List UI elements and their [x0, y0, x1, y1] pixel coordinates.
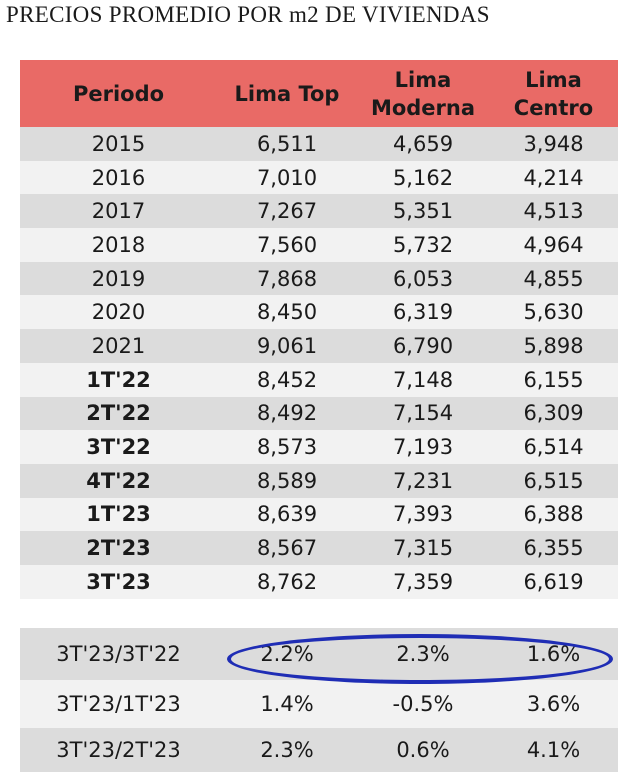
header-lima-centro: Lima Centro [513, 67, 594, 120]
cell-lima-top: 8,452 [256, 367, 318, 392]
variation-lima-centro: 4.1% [526, 738, 581, 762]
cell-lima-top: 7,267 [256, 199, 318, 224]
cell-lima-top: 8,567 [256, 536, 318, 561]
table-body: 2015 6,511 4,659 3,948 2016 7,010 5,162 4,214 … [20, 127, 618, 599]
cell-lima-moderna: 5,162 [392, 165, 454, 190]
cell-periodo: 4T'22 [86, 468, 151, 493]
cell-lima-moderna: 7,154 [392, 401, 454, 426]
cell-lima-centro: 6,355 [523, 536, 584, 561]
cell-lima-centro: 4,964 [523, 232, 584, 257]
cell-lima-top: 7,010 [256, 165, 318, 190]
variation-lima-top: 2.3% [260, 738, 314, 762]
cell-lima-moderna: 6,053 [392, 266, 454, 291]
cell-lima-moderna: 7,359 [392, 569, 454, 594]
variation-lima-top: 1.4% [260, 692, 314, 716]
cell-lima-centro: 3,948 [523, 131, 584, 156]
cell-lima-moderna: 7,393 [392, 502, 454, 527]
cell-lima-moderna: 7,193 [392, 435, 454, 460]
cell-lima-centro: 6,619 [523, 569, 584, 594]
variation-label: 3T'23/1T'23 [56, 692, 181, 716]
cell-lima-centro: 4,513 [523, 199, 584, 224]
cell-periodo: 2017 [91, 199, 146, 224]
cell-periodo: 2020 [91, 300, 146, 325]
cell-lima-moderna: 6,790 [392, 333, 454, 358]
cell-periodo: 2T'23 [86, 536, 151, 561]
variation-row: 3T'23/2T'23 2.3% 0.6% 4.1% [20, 728, 618, 772]
cell-lima-top: 6,511 [256, 131, 318, 156]
cell-lima-moderna: 7,315 [392, 536, 454, 561]
cell-lima-top: 8,589 [256, 468, 318, 493]
table-row: 2020 8,450 6,319 5,630 [20, 295, 618, 330]
cell-lima-centro: 6,388 [523, 502, 584, 527]
variation-row: 3T'23/1T'23 1.4% -0.5% 3.6% [20, 680, 618, 728]
cell-periodo: 1T'22 [86, 367, 151, 392]
table-header: Periodo Lima Top Lima Moderna Lima Centro [20, 60, 618, 127]
table-row: 2016 7,010 5,162 4,214 [20, 160, 618, 195]
cell-periodo: 1T'23 [86, 502, 151, 527]
table-row: 2021 9,061 6,790 5,898 [20, 329, 618, 363]
cell-periodo: 3T'23 [86, 569, 151, 594]
cell-lima-top: 8,492 [256, 401, 318, 426]
cell-lima-centro: 5,898 [523, 333, 584, 358]
cell-lima-top: 8,573 [256, 435, 318, 460]
table-row: 2015 6,511 4,659 3,948 [20, 127, 618, 161]
cell-lima-centro: 6,155 [523, 367, 584, 392]
variation-lima-moderna: -0.5% [392, 692, 454, 716]
variation-label: 3T'23/2T'23 [56, 738, 181, 762]
cell-lima-top: 7,868 [256, 266, 318, 291]
cell-lima-moderna: 6,319 [392, 300, 454, 325]
table-row: 2019 7,868 6,053 4,855 [20, 261, 618, 296]
cell-lima-moderna: 7,231 [392, 468, 454, 493]
cell-periodo: 2T'22 [86, 401, 151, 426]
cell-lima-top: 8,450 [256, 300, 318, 325]
cell-lima-moderna: 5,351 [392, 199, 454, 224]
cell-lima-centro: 4,855 [523, 266, 584, 291]
cell-periodo: 2021 [91, 333, 146, 358]
table-row: 2T'23 8,567 7,315 6,355 [20, 531, 618, 565]
table-row: 2018 7,560 5,732 4,964 [20, 228, 618, 262]
highlight-oval [227, 634, 613, 684]
cell-lima-centro: 5,630 [523, 300, 584, 325]
cell-lima-top: 7,560 [256, 232, 318, 257]
header-lima-moderna: Lima Moderna [370, 67, 476, 120]
table-row: 1T'23 8,639 7,393 6,388 [20, 497, 618, 532]
table-row: 3T'23 8,762 7,359 6,619 [20, 564, 618, 599]
header-lima-top: Lima Top [234, 81, 340, 106]
cell-lima-centro: 6,309 [523, 401, 584, 426]
page-title: PRECIOS PROMEDIO POR m2 DE VIVIENDAS [6, 2, 490, 27]
header-periodo: Periodo [72, 81, 165, 106]
cell-lima-top: 8,639 [256, 502, 318, 527]
cell-lima-centro: 4,214 [523, 165, 584, 190]
cell-lima-centro: 6,515 [523, 468, 584, 493]
cell-periodo: 2019 [91, 266, 146, 291]
table-row: 2017 7,267 5,351 4,513 [20, 194, 618, 229]
table-row: 4T'22 8,589 7,231 6,515 [20, 463, 618, 498]
cell-lima-moderna: 4,659 [392, 131, 454, 156]
cell-lima-moderna: 7,148 [392, 367, 454, 392]
cell-periodo: 3T'22 [86, 435, 151, 460]
table-row: 1T'22 8,452 7,148 6,155 [20, 362, 618, 397]
table-row: 3T'22 8,573 7,193 6,514 [20, 430, 618, 464]
cell-periodo: 2016 [91, 165, 146, 190]
variation-lima-centro: 3.6% [526, 692, 581, 716]
prices-table: Periodo Lima Top Lima Moderna Lima Centro … [20, 60, 618, 599]
cell-periodo: 2018 [91, 232, 146, 257]
cell-lima-centro: 6,514 [523, 435, 584, 460]
cell-lima-top: 9,061 [256, 333, 318, 358]
variation-label: 3T'23/3T'22 [56, 642, 181, 666]
table-row: 2T'22 8,492 7,154 6,309 [20, 396, 618, 431]
variation-lima-moderna: 0.6% [396, 738, 450, 762]
cell-lima-moderna: 5,732 [392, 232, 454, 257]
cell-lima-top: 8,762 [256, 569, 318, 594]
cell-periodo: 2015 [91, 131, 146, 156]
